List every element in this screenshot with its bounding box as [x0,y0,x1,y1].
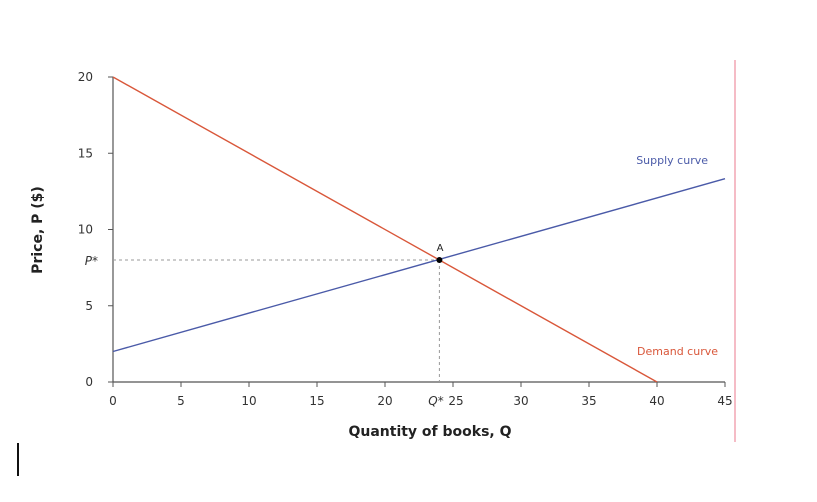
x-tick-label: 25 [448,394,463,408]
p-star-label: P* [85,254,98,268]
axes [112,77,725,383]
x-tick-label: 40 [649,394,664,408]
equilibrium-point-label: A [437,243,444,254]
y-tick-label: 20 [78,70,93,84]
x-tick-label: 35 [581,394,596,408]
equilibrium-guides [113,259,440,382]
x-tick-label: 5 [177,394,185,408]
text-cursor [17,443,19,476]
supply-curve-line [112,178,726,353]
demand-curve-label: Demand curve [637,345,718,358]
x-tick-label: 0 [109,394,117,408]
demand-curve-line [112,76,658,383]
x-tick-label: 20 [377,394,392,408]
y-tick-label: 0 [85,375,93,389]
y-tick-label: 10 [78,223,93,237]
y-tick-label: 15 [78,146,93,160]
x-tick-label: 45 [717,394,732,408]
x-tick-label: 10 [241,394,256,408]
y-axis-title: Price, P ($) [30,186,46,274]
supply-curve-label: Supply curve [636,154,708,167]
y-tick-label: 5 [85,299,93,313]
tick-labels: 0 5 10 15 20 25 30 35 40 45 0 5 10 15 20 [78,70,733,408]
q-star-label: Q* [428,394,443,408]
x-axis-title: Quantity of books, Q [348,424,511,440]
x-tick-label: 15 [309,394,324,408]
equilibrium-point [436,257,443,263]
series-lines [112,76,726,383]
x-tick-label: 30 [513,394,528,408]
